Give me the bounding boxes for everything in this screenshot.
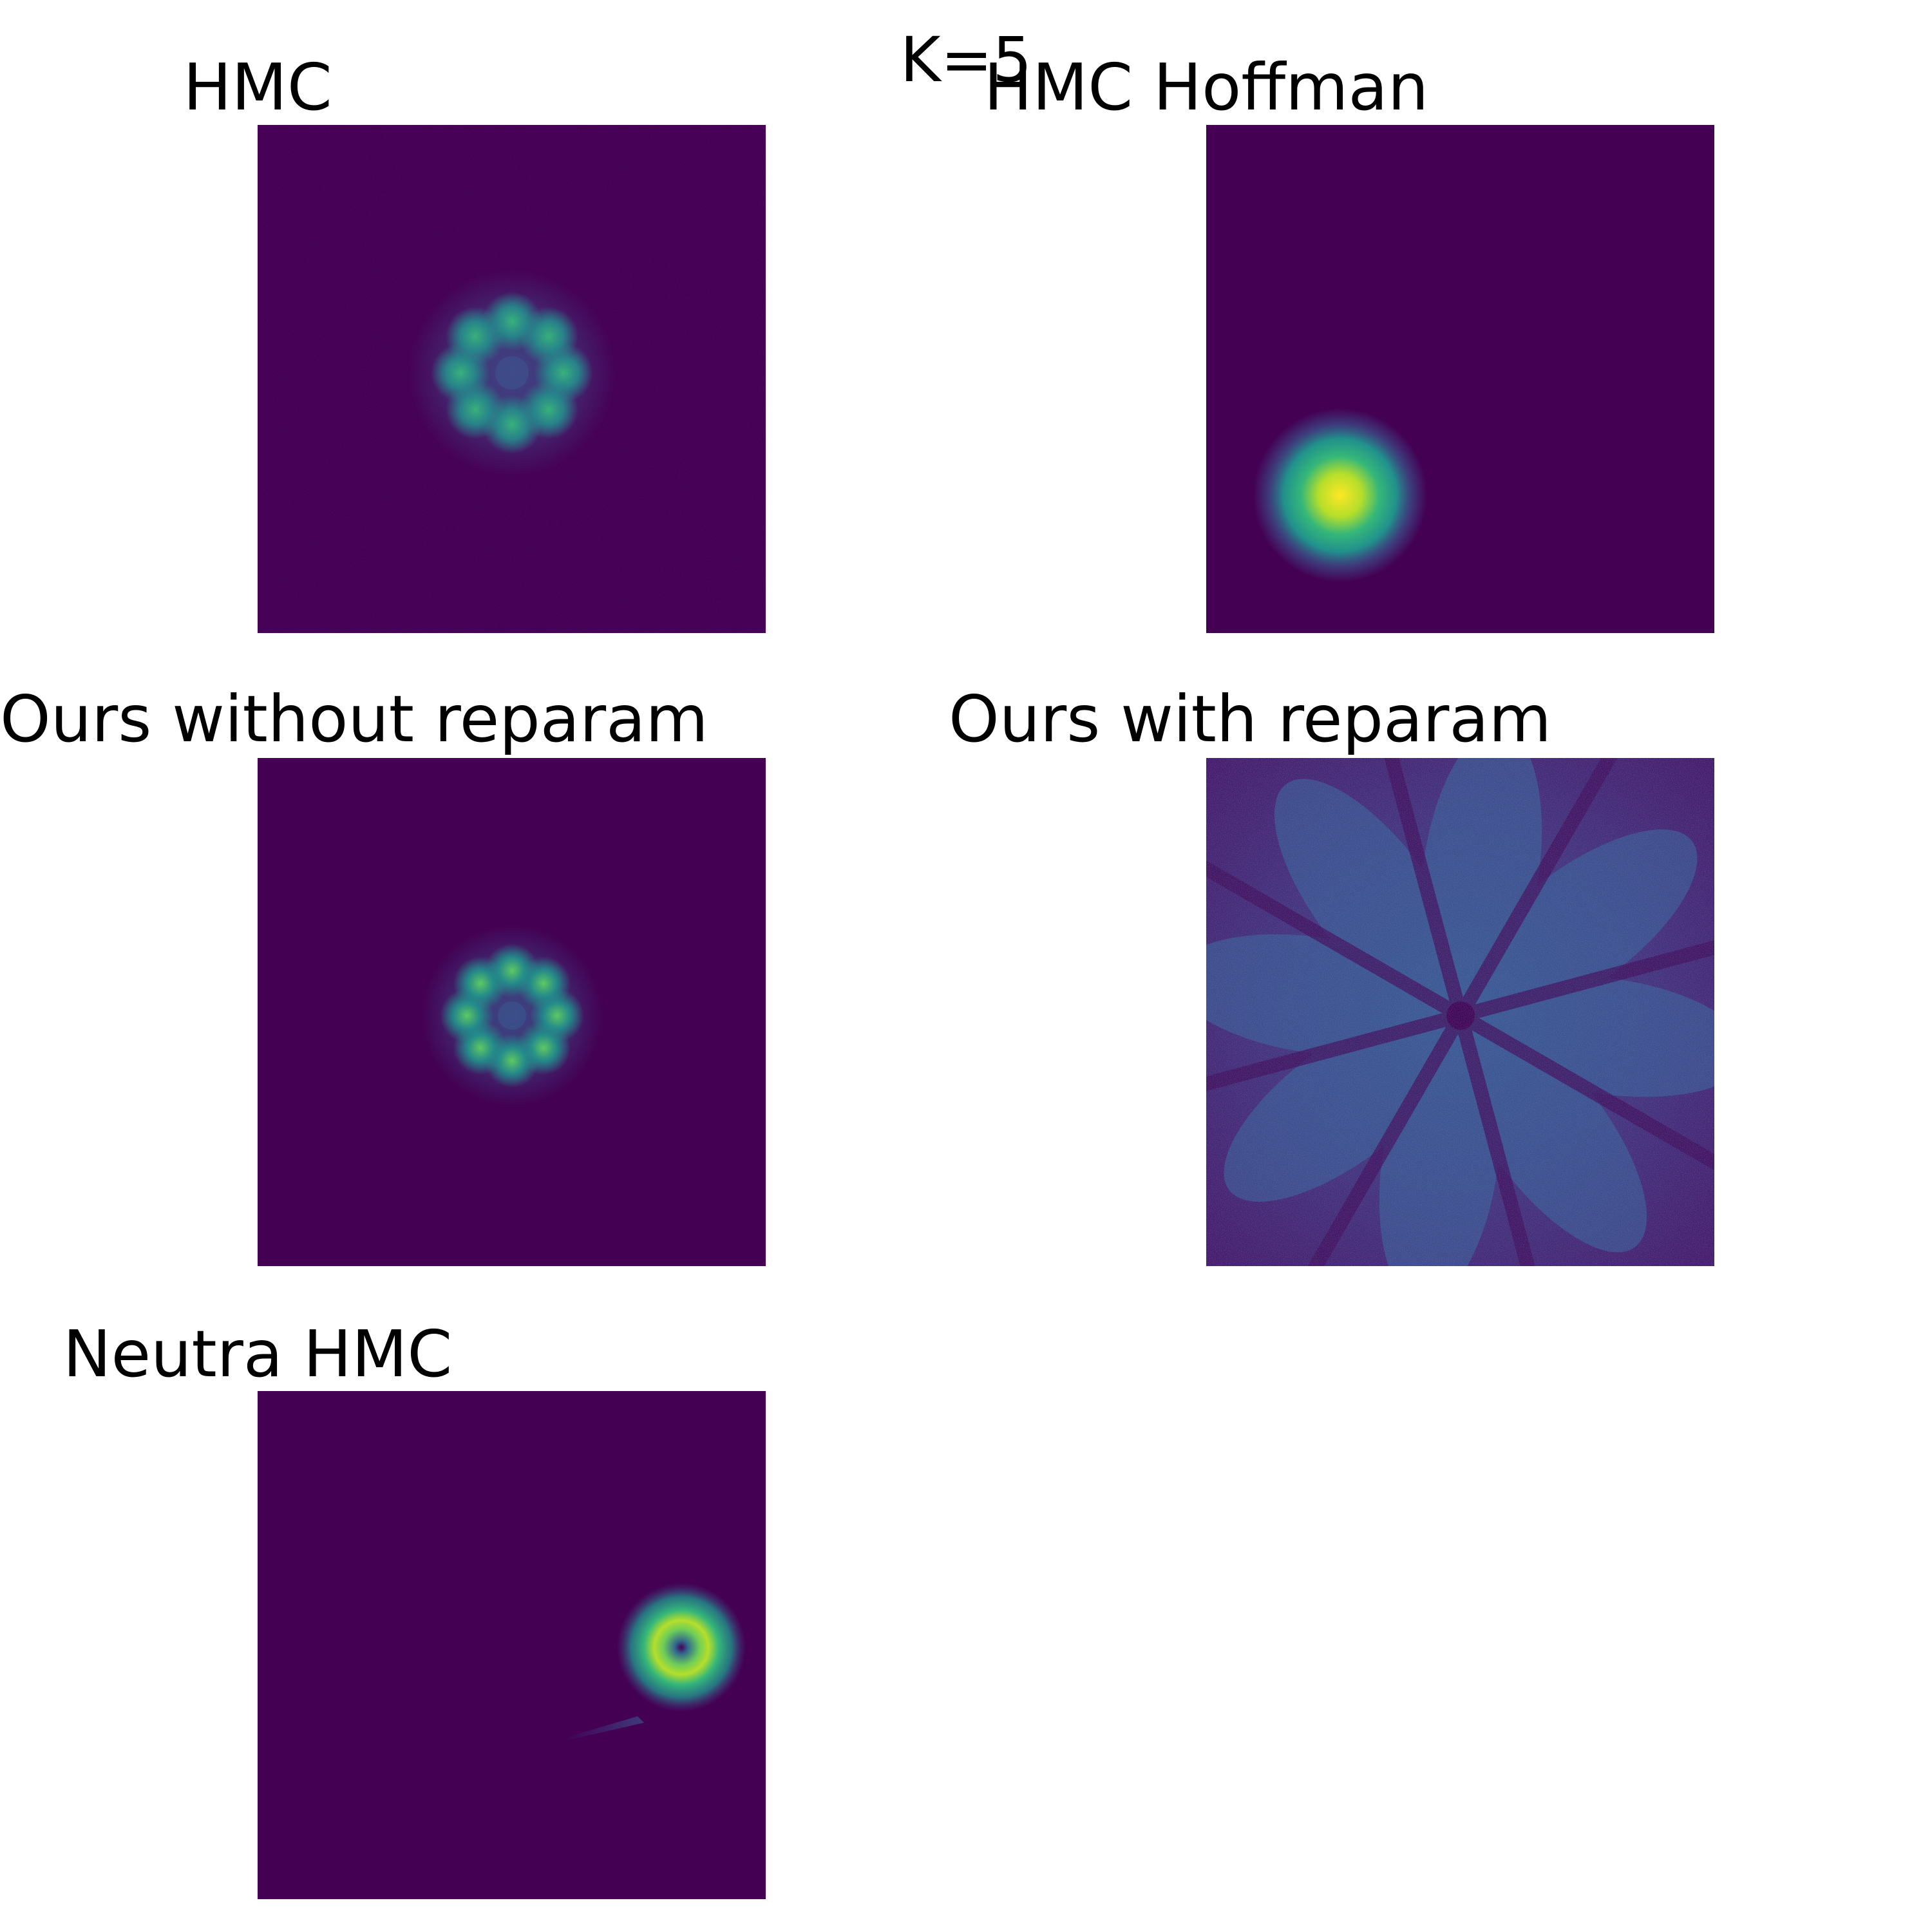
subplot-title: HMC Hoffman — [983, 50, 1429, 125]
heatmap-image — [1206, 758, 1714, 1266]
subplot-title: Ours with reparam — [949, 681, 1552, 757]
heatmap-panel — [258, 758, 766, 1266]
heatmap-panel — [1206, 125, 1714, 633]
subplot-title: Neutra HMC — [62, 1316, 453, 1392]
heatmap-image — [1206, 125, 1714, 633]
heatmap-image — [258, 125, 766, 633]
heatmap-panel — [258, 1391, 766, 1899]
subplot-title: HMC — [183, 50, 332, 125]
subplot-title: Ours without reparam — [0, 681, 708, 757]
heatmap-image — [258, 1391, 766, 1899]
heatmap-panel — [258, 125, 766, 633]
heatmap-panel — [1206, 758, 1714, 1266]
lobe-group — [440, 943, 584, 1088]
figure-title: K=5 — [900, 24, 1032, 96]
heatmap-image — [258, 758, 766, 1266]
